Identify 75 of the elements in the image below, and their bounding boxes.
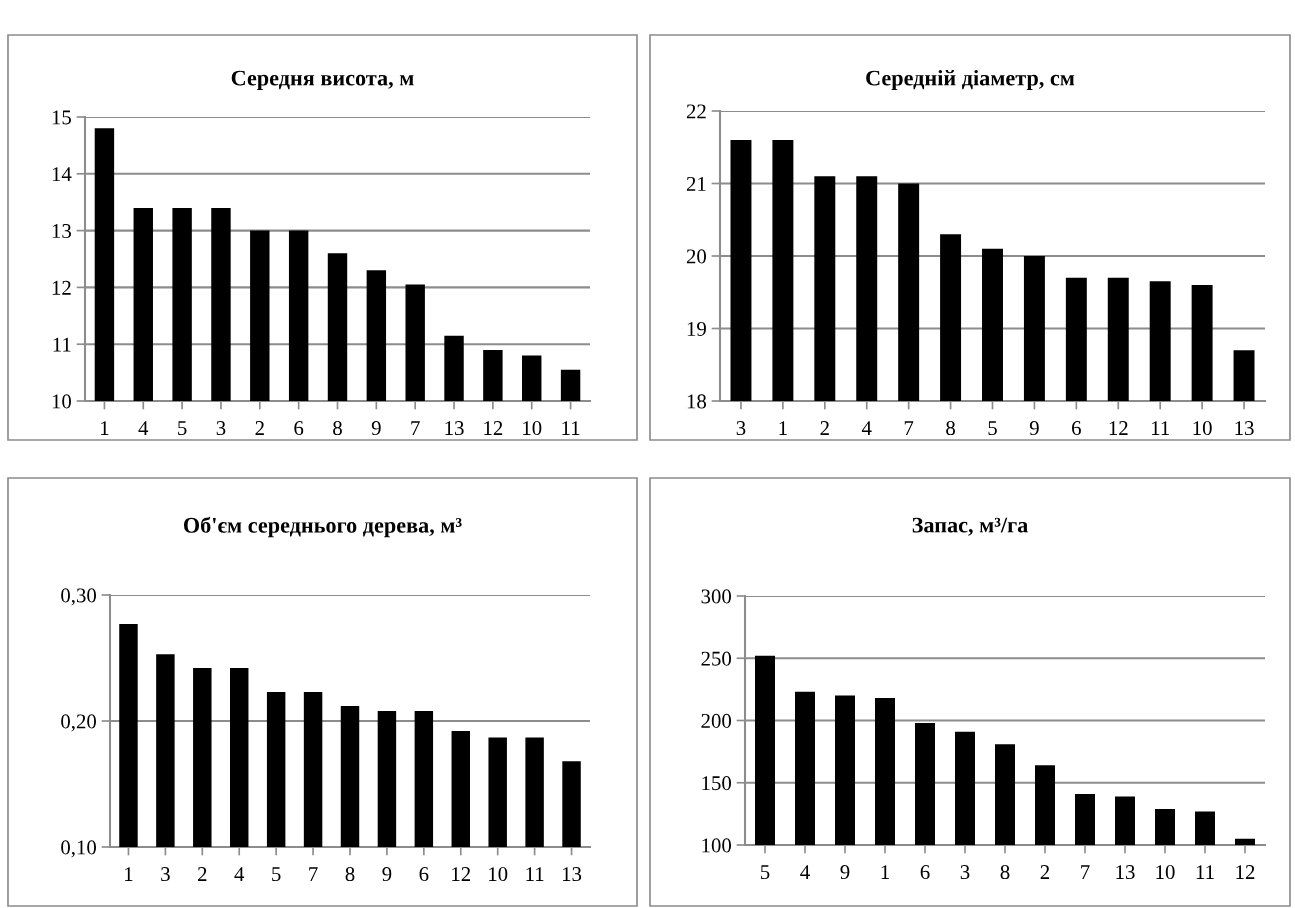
- x-tick-label: 11: [526, 867, 544, 881]
- chart-title: Середній діаметр, см: [866, 69, 1075, 91]
- y-tick-label: 12: [52, 280, 71, 295]
- x-tick-label: 10: [489, 867, 508, 882]
- x-tick-label: 12: [484, 421, 503, 435]
- y-tick-label: 300: [701, 589, 732, 604]
- x-tick-label: 10: [1156, 865, 1175, 880]
- x-tick-label: 4: [138, 421, 149, 435]
- y-tick-label: 150: [702, 776, 732, 791]
- x-tick-label: 9: [382, 867, 392, 882]
- x-tick-label: 12: [1236, 865, 1255, 879]
- x-tick-label: 3: [216, 421, 226, 436]
- x-tick-label: 11: [1196, 865, 1214, 879]
- y-tick-label: 13: [52, 224, 71, 239]
- x-tick-label: 8: [333, 421, 342, 436]
- x-tick-label: 2: [820, 421, 829, 435]
- x-tick-label: 6: [294, 421, 304, 436]
- x-tick-label: 13: [562, 867, 582, 882]
- x-tick-label: 7: [309, 867, 318, 881]
- x-tick-label: 9: [840, 865, 850, 880]
- x-tick-label: 6: [419, 867, 429, 882]
- y-tick-label: 21: [686, 176, 706, 191]
- x-tick-label: 5: [761, 865, 770, 880]
- x-tick-label: 9: [371, 421, 381, 436]
- x-tick-label: 1: [779, 421, 787, 435]
- chart-title: Середня висота, м: [231, 70, 414, 91]
- x-tick-label: 7: [411, 421, 420, 435]
- x-tick-label: 4: [234, 867, 245, 881]
- y-tick-label: 19: [687, 321, 706, 336]
- x-tick-label: 12: [1109, 421, 1128, 435]
- x-tick-label: 9: [1029, 421, 1039, 436]
- x-tick-label: 1: [881, 865, 889, 879]
- chart-title: Об'єм середнього дерева, м³: [183, 516, 462, 538]
- x-tick-label: 4: [861, 421, 872, 435]
- x-tick-label: 3: [736, 421, 746, 436]
- y-tick-label: 15: [52, 110, 71, 125]
- x-tick-label: 2: [198, 867, 207, 881]
- x-tick-label: 11: [1152, 421, 1169, 435]
- x-tick-label: 5: [272, 867, 281, 882]
- y-tick-label: 20: [686, 249, 707, 264]
- x-tick-label: 3: [161, 867, 170, 882]
- y-tick-label: 100: [702, 838, 732, 853]
- x-tick-label: 8: [1000, 865, 1010, 880]
- y-tick-label: 200: [701, 713, 732, 728]
- x-tick-label: 8: [345, 867, 355, 882]
- x-tick-label: 10: [523, 421, 542, 436]
- x-tick-label: 10: [1193, 421, 1212, 436]
- x-tick-label: 5: [178, 421, 187, 436]
- x-tick-label: 6: [920, 865, 930, 880]
- y-tick-label: 10: [52, 394, 72, 409]
- x-tick-label: 2: [255, 421, 264, 435]
- x-tick-label: 7: [1081, 865, 1090, 879]
- x-tick-label: 6: [1072, 421, 1081, 436]
- y-tick-label: 18: [687, 394, 707, 409]
- x-tick-label: 1: [125, 867, 133, 881]
- y-tick-label: 0,30: [61, 588, 97, 606]
- y-tick-label: 0,10: [61, 840, 97, 858]
- x-tick-label: 7: [904, 421, 914, 435]
- y-tick-label: 22: [686, 104, 706, 119]
- chart-title: Запас, м³/га: [912, 517, 1028, 536]
- x-tick-label: 11: [562, 421, 580, 435]
- x-tick-label: 13: [1116, 865, 1135, 880]
- x-tick-label: 13: [445, 421, 464, 436]
- x-tick-label: 1: [101, 421, 109, 435]
- y-tick-label: 11: [53, 337, 71, 352]
- x-tick-label: 4: [800, 865, 810, 879]
- y-tick-label: 250: [701, 651, 732, 666]
- y-tick-label: 0,20: [61, 714, 97, 732]
- x-tick-label: 13: [1235, 421, 1254, 436]
- x-tick-label: 5: [988, 421, 997, 436]
- x-tick-label: 8: [946, 421, 955, 436]
- x-tick-label: 12: [452, 867, 471, 881]
- x-tick-label: 3: [960, 865, 970, 880]
- x-tick-label: 2: [1040, 865, 1050, 879]
- y-tick-label: 14: [52, 167, 72, 182]
